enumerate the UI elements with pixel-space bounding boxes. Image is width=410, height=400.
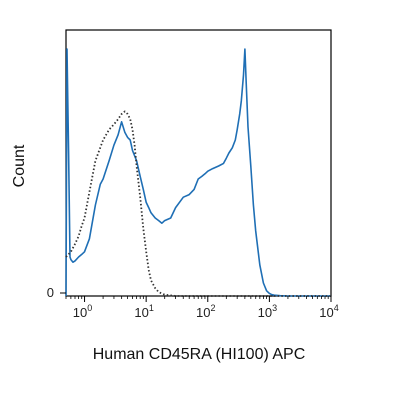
x-tick-label-0: 100 (73, 303, 92, 320)
ticks-layer: 100 101 102 103 104 0 (47, 285, 339, 320)
x-tick-label-2: 102 (196, 303, 215, 320)
plot-frame (65, 29, 332, 297)
series-line-1 (65, 110, 331, 297)
y-tick-label-0: 0 (47, 285, 54, 300)
x-tick-label-1: 101 (134, 303, 153, 320)
x-tick-label-4: 104 (319, 303, 338, 320)
series-layer (65, 48, 331, 297)
x-axis-label: Human CD45RA (HI100) APC (93, 346, 306, 363)
plot-border (65, 29, 332, 297)
y-axis-label: Count (11, 144, 28, 187)
series-line-0 (65, 48, 331, 297)
x-tick-label-3: 103 (258, 303, 277, 320)
